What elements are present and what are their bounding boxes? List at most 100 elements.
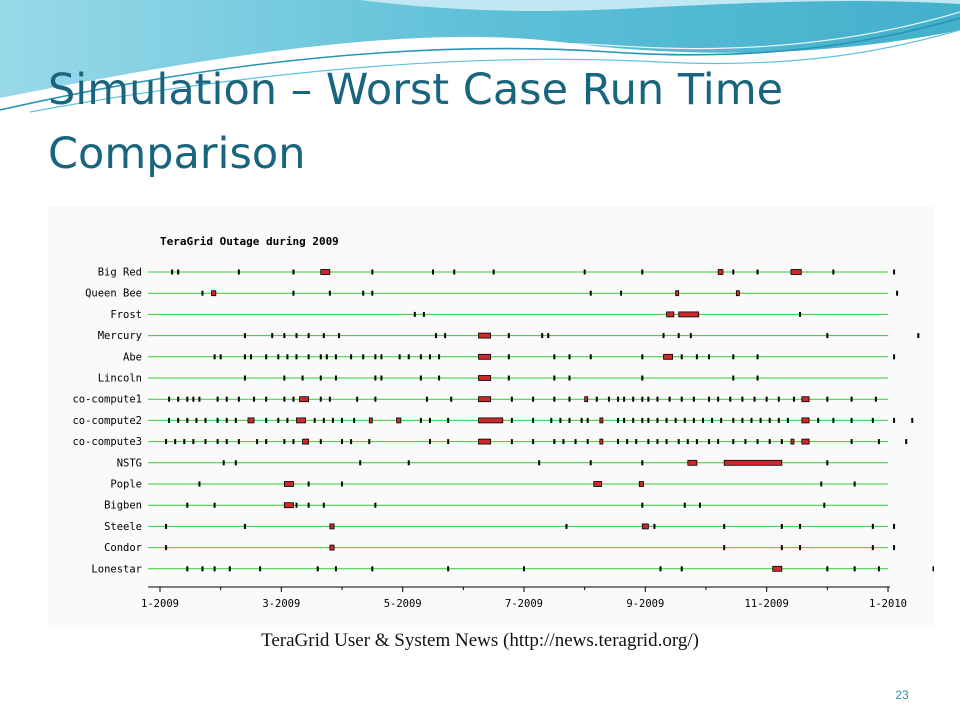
outage-mark xyxy=(905,439,908,445)
row-lonestar: Lonestar xyxy=(91,563,934,575)
outage-mark xyxy=(732,269,735,275)
outage-mark xyxy=(307,354,310,360)
outage-mark xyxy=(893,269,896,275)
row-label-co-compute1: co-compute1 xyxy=(72,394,142,406)
outage-mark xyxy=(756,439,759,445)
outage-mark xyxy=(286,417,289,423)
outage-mark xyxy=(647,396,650,402)
outage-bar xyxy=(299,396,310,403)
outage-mark xyxy=(589,460,592,466)
outage-mark xyxy=(250,354,252,360)
outage-mark xyxy=(168,417,171,423)
outage-mark xyxy=(510,439,513,445)
outage-mark xyxy=(380,354,383,360)
row-queen-bee: Queen Bee xyxy=(85,288,899,300)
outage-mark xyxy=(568,354,571,360)
row-label-frost: Frost xyxy=(110,309,142,321)
outage-mark xyxy=(656,396,659,402)
outage-mark xyxy=(219,354,222,360)
outage-bar xyxy=(283,502,294,509)
outage-bar xyxy=(478,417,504,424)
x-tick-label: 11-2009 xyxy=(745,598,789,610)
outage-mark xyxy=(341,481,343,487)
outage-mark xyxy=(316,566,319,572)
outage-mark xyxy=(225,439,228,445)
outage-mark xyxy=(680,566,683,572)
outage-mark xyxy=(826,396,829,402)
outage-bar xyxy=(801,417,810,424)
outage-mark xyxy=(632,417,635,423)
outage-mark xyxy=(283,439,286,445)
outage-mark xyxy=(374,502,377,508)
outage-mark xyxy=(328,396,331,402)
outage-mark xyxy=(265,417,268,423)
outage-mark xyxy=(729,396,732,402)
outage-mark xyxy=(286,354,289,360)
outage-mark xyxy=(204,439,207,445)
row-label-co-compute3: co-compute3 xyxy=(72,436,142,448)
row-bigben: Bigben xyxy=(104,500,888,512)
row-label-co-compute2: co-compute2 xyxy=(72,415,142,427)
outage-mark xyxy=(595,396,598,402)
outage-mark xyxy=(177,396,180,402)
outage-mark xyxy=(589,290,592,296)
outage-mark xyxy=(668,396,671,402)
outage-mark xyxy=(216,417,219,423)
outage-mark xyxy=(893,354,896,360)
outage-bar xyxy=(717,269,724,275)
outage-mark xyxy=(198,396,201,402)
outage-mark xyxy=(507,375,510,381)
outage-mark xyxy=(850,439,853,445)
outage-mark xyxy=(353,417,356,423)
outage-mark xyxy=(168,396,171,402)
outage-mark xyxy=(653,523,656,529)
outage-mark xyxy=(422,311,425,317)
slide-number: 23 xyxy=(895,688,909,702)
outage-mark xyxy=(362,290,365,296)
outage-mark xyxy=(237,269,240,275)
outage-mark xyxy=(871,523,874,529)
outage-mark xyxy=(237,439,240,445)
outage-mark xyxy=(313,417,316,423)
row-mercury: Mercury xyxy=(98,330,920,342)
outage-mark xyxy=(337,333,340,339)
outage-mark xyxy=(893,417,896,423)
outage-mark xyxy=(723,523,726,529)
outage-mark xyxy=(686,439,689,445)
outage-mark xyxy=(786,417,789,423)
outage-mark xyxy=(271,333,274,339)
outage-mark xyxy=(853,481,856,487)
outage-mark xyxy=(877,439,880,445)
outage-mark xyxy=(225,417,228,423)
outage-mark xyxy=(283,375,286,381)
outage-mark xyxy=(438,354,441,360)
outage-mark xyxy=(453,269,456,275)
outage-mark xyxy=(177,269,180,275)
outage-mark xyxy=(510,396,513,402)
outage-mark xyxy=(541,333,544,339)
outage-mark xyxy=(322,333,325,339)
outage-mark xyxy=(677,333,680,339)
outage-mark xyxy=(568,375,571,381)
outage-bar xyxy=(801,396,810,403)
decorative-waves-header xyxy=(0,0,960,113)
outage-mark xyxy=(777,396,780,402)
outage-mark xyxy=(586,439,589,445)
outage-bar xyxy=(211,290,217,297)
outage-mark xyxy=(659,566,662,572)
outage-bar xyxy=(735,290,740,297)
outage-mark xyxy=(371,566,374,572)
outage-mark xyxy=(292,439,295,445)
row-label-pople: Pople xyxy=(110,479,142,491)
outage-mark xyxy=(183,439,186,445)
outage-mark xyxy=(243,333,246,339)
outage-mark xyxy=(680,354,683,360)
outage-mark xyxy=(216,439,219,445)
outage-bar xyxy=(329,523,335,530)
row-label-big-red: Big Red xyxy=(98,267,142,279)
outage-mark xyxy=(256,439,259,445)
outage-mark xyxy=(708,396,711,402)
row-co-compute2: co-compute2 xyxy=(72,415,914,427)
outage-chart-panel: TeraGrid Outage during 2009 Big Red Queen… xyxy=(48,206,934,628)
outage-mark xyxy=(259,566,262,572)
